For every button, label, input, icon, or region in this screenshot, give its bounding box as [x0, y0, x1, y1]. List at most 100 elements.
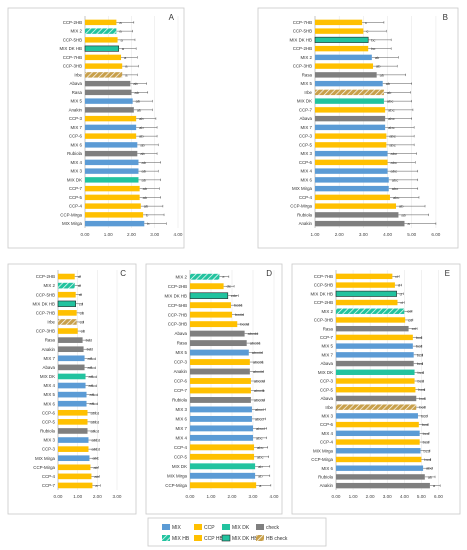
category-label: Abava	[175, 331, 188, 336]
significance-label: ab	[380, 72, 385, 77]
category-label: Rubiola	[318, 475, 333, 480]
bar	[85, 150, 138, 157]
category-label: MIX 6	[301, 177, 313, 182]
category-label: Abava	[70, 81, 83, 86]
bar	[315, 28, 364, 34]
bar	[336, 334, 413, 341]
category-label: MIX 6	[44, 401, 56, 406]
significance-label: abc	[92, 456, 98, 461]
significance-label: cd	[81, 329, 85, 334]
significance-label: a	[125, 72, 128, 77]
bar	[58, 310, 77, 316]
category-label: MIX 6	[176, 417, 188, 422]
panel-letter: A	[169, 13, 175, 22]
significance-label: c	[366, 29, 368, 34]
significance-label: d	[78, 274, 80, 279]
bar	[58, 373, 86, 380]
x-tick-label: 3.00	[150, 232, 159, 237]
bar	[314, 36, 369, 43]
legend-label: CCP HB	[204, 536, 223, 542]
x-tick-label: 4.00	[174, 232, 183, 237]
category-label: MIX DK	[318, 370, 333, 375]
bar	[85, 19, 117, 26]
x-tick-label: 4.00	[270, 494, 279, 499]
bar	[190, 406, 252, 413]
bar	[336, 317, 406, 323]
legend-swatch	[194, 535, 202, 541]
category-label: MIX DK	[297, 99, 312, 104]
significance-label: bcd	[418, 387, 424, 392]
x-tick-label: 2.00	[93, 494, 102, 499]
bar	[336, 439, 420, 445]
significance-label: abc	[389, 142, 395, 147]
significance-label: cd	[408, 317, 412, 322]
bar	[336, 404, 417, 410]
category-label: CCP-6	[320, 422, 334, 427]
x-tick-label: 5.00	[417, 494, 426, 499]
significance-label: abc	[388, 116, 394, 121]
category-label: MIX 7	[176, 426, 188, 431]
significance-label: abcde	[254, 397, 266, 402]
bar	[58, 482, 93, 489]
bar	[315, 72, 377, 78]
legend-label: HB check	[266, 536, 288, 542]
bar	[190, 302, 231, 309]
category-label: MIX 2	[322, 309, 334, 314]
bar	[336, 299, 398, 306]
bar	[190, 425, 253, 432]
bar	[315, 107, 386, 113]
category-label: Abava	[43, 365, 56, 370]
bar	[315, 159, 388, 166]
category-label: MIX 3	[301, 151, 313, 156]
category-label: MIX Mirga	[167, 473, 188, 478]
category-label: Anakin	[299, 221, 313, 226]
bar	[336, 421, 419, 428]
category-label: CCP-4	[174, 445, 188, 450]
category-label: CCP-3	[299, 134, 313, 139]
significance-label: ab	[140, 151, 145, 156]
x-tick-label: 2.00	[228, 494, 237, 499]
significance-label: abcd	[255, 416, 264, 421]
category-label: MIX 6	[71, 142, 83, 147]
x-tick-label: 1.00	[349, 494, 358, 499]
category-label: MIX DK HB	[60, 46, 83, 51]
significance-label: a	[124, 55, 127, 60]
bar	[85, 203, 141, 209]
chart-panel-d: D 0.00 1.00 2.00 3.00 4.00 MIX 2 e CCP-2HB de MIX …	[145, 263, 283, 515]
category-label: Rubiola	[67, 151, 82, 156]
significance-label: cde	[231, 293, 238, 298]
bar	[85, 72, 123, 78]
significance-label: abcde	[253, 360, 265, 365]
bar	[315, 54, 372, 61]
bar	[190, 463, 256, 470]
category-label: Anakin	[42, 347, 56, 352]
category-label: MIX 7	[71, 125, 83, 130]
legend-label: MIX DK HB	[232, 536, 258, 542]
category-label: MIX Mirga	[35, 456, 56, 461]
bar	[57, 300, 77, 307]
bar	[315, 124, 386, 131]
category-label: Abava	[300, 116, 313, 121]
bar	[336, 282, 395, 288]
bar	[85, 89, 132, 96]
significance-label: bcd	[86, 338, 92, 343]
significance-label: b	[147, 221, 150, 226]
bar	[190, 378, 251, 384]
bar	[190, 330, 245, 337]
legend-swatch	[194, 524, 202, 530]
bar	[336, 343, 413, 349]
category-label: MIX 4	[71, 160, 83, 165]
bar	[190, 453, 255, 460]
significance-label: bcd	[416, 335, 422, 340]
category-label: CCP-3	[174, 360, 188, 365]
significance-label: abcd	[91, 419, 100, 424]
bar	[85, 194, 140, 201]
significance-label: d	[400, 291, 402, 296]
category-label: Rasa	[302, 72, 313, 77]
bar	[315, 89, 384, 96]
category-label: CCP-6	[42, 410, 56, 415]
significance-label: a	[259, 483, 262, 488]
bar	[190, 444, 255, 451]
category-label: Rubiola	[297, 212, 312, 217]
